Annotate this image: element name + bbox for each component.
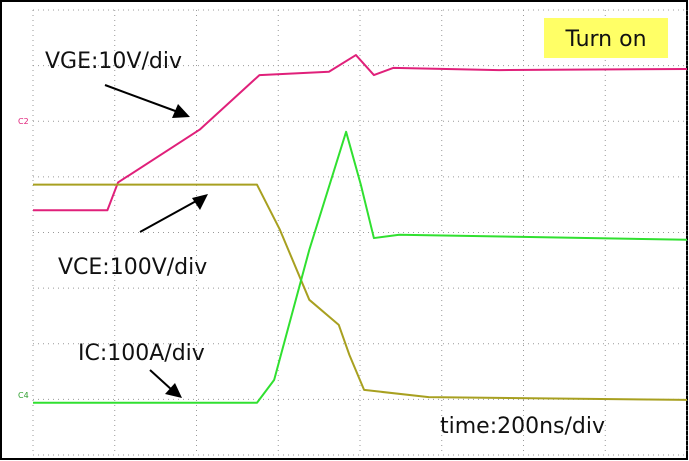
trace-label: IC:100A/div	[78, 341, 205, 366]
timebase: time:200ns/div	[440, 414, 605, 439]
badge: Turn on	[564, 27, 646, 52]
channel-marker: C4	[18, 391, 29, 400]
trace-label: VGE:10V/div	[45, 49, 182, 74]
chart: Turn on VGE:10V/div VCE:100V/div IC:100A…	[0, 0, 689, 461]
channel-marker: C2	[18, 117, 29, 126]
trace-label: VCE:100V/div	[58, 255, 207, 280]
